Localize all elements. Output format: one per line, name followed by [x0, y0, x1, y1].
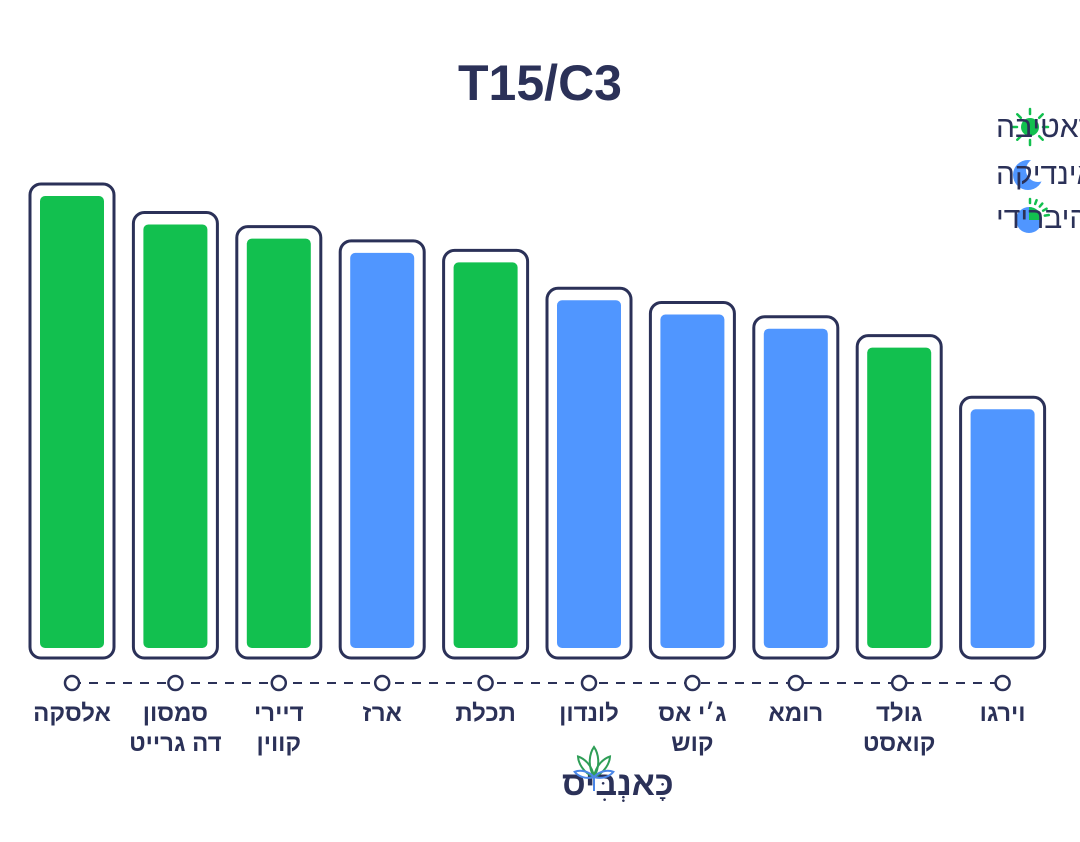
bar-1 [28, 182, 116, 660]
axis-tick-marker [167, 674, 184, 692]
bar-2 [131, 210, 219, 660]
brand: כָּאנְבִּיס [562, 745, 674, 803]
bar-3 [235, 225, 323, 660]
axis-tick-marker [270, 674, 288, 692]
bar-6 [545, 286, 633, 660]
category-axis [63, 674, 1011, 692]
category-label: קואסט [863, 730, 936, 757]
category-label: דיירי [254, 700, 304, 727]
category-label: לונדון [559, 700, 619, 727]
axis-tick-marker [373, 674, 391, 692]
category-labels: אלסקה סמסון דה גרייט דיירי קווין ארז תכלת לונדו… [33, 700, 1025, 757]
bar-5 [442, 248, 530, 660]
bar-fill-indica [660, 314, 725, 648]
category-label: רומא [768, 700, 823, 727]
category-label: ג׳י אס [658, 700, 726, 727]
legend: סאטיבה אינדיקה היברידי [996, 107, 1080, 235]
bar-10 [959, 395, 1047, 660]
legend-item-sativa: סאטיבה [996, 107, 1080, 147]
bar-9 [855, 334, 943, 660]
category-label: תכלת [455, 700, 516, 727]
bar-fill-sativa [453, 262, 518, 648]
legend-label: היברידי [996, 202, 1080, 235]
bars [28, 182, 1047, 660]
legend-label: אינדיקה [996, 158, 1080, 191]
legend-item-hybrid: היברידי [996, 197, 1080, 235]
category-label: סמסון [143, 700, 208, 727]
category-label: וירגו [980, 700, 1026, 727]
chart-title: T15/C3 [458, 55, 622, 111]
cannabis-leaf-icon [573, 745, 615, 791]
bar-4 [338, 239, 426, 660]
bar-fill-indica [763, 328, 828, 648]
category-label: אלסקה [33, 700, 111, 727]
axis-tick-marker [580, 674, 598, 692]
half-sun-moon-icon [1016, 197, 1051, 233]
axis-tick-marker [890, 674, 908, 692]
category-label: גולד [876, 700, 922, 727]
bar-fill-indica [970, 409, 1035, 648]
axis-tick-marker [787, 674, 805, 692]
category-label: קווין [256, 730, 301, 757]
bar-8 [752, 315, 840, 660]
axis-tick-marker [63, 674, 81, 692]
bar-fill-sativa [246, 238, 311, 648]
bar-7 [648, 301, 736, 660]
legend-label: סאטיבה [996, 111, 1080, 144]
legend-item-indica: אינדיקה [996, 158, 1080, 191]
axis-tick-marker [477, 674, 494, 692]
category-label: קוש [671, 730, 713, 757]
moon-icon [1013, 158, 1050, 190]
bar-fill-indica [557, 300, 621, 648]
bar-fill-sativa [867, 347, 932, 648]
axis-tick-marker [994, 674, 1011, 692]
sun-icon [1010, 107, 1050, 147]
axis-tick-marker [684, 674, 701, 692]
category-label: ארז [362, 700, 401, 727]
category-label: דה גרייט [129, 730, 221, 757]
bar-fill-indica [350, 252, 415, 648]
bar-fill-sativa [40, 196, 104, 648]
bar-fill-sativa [143, 224, 208, 648]
